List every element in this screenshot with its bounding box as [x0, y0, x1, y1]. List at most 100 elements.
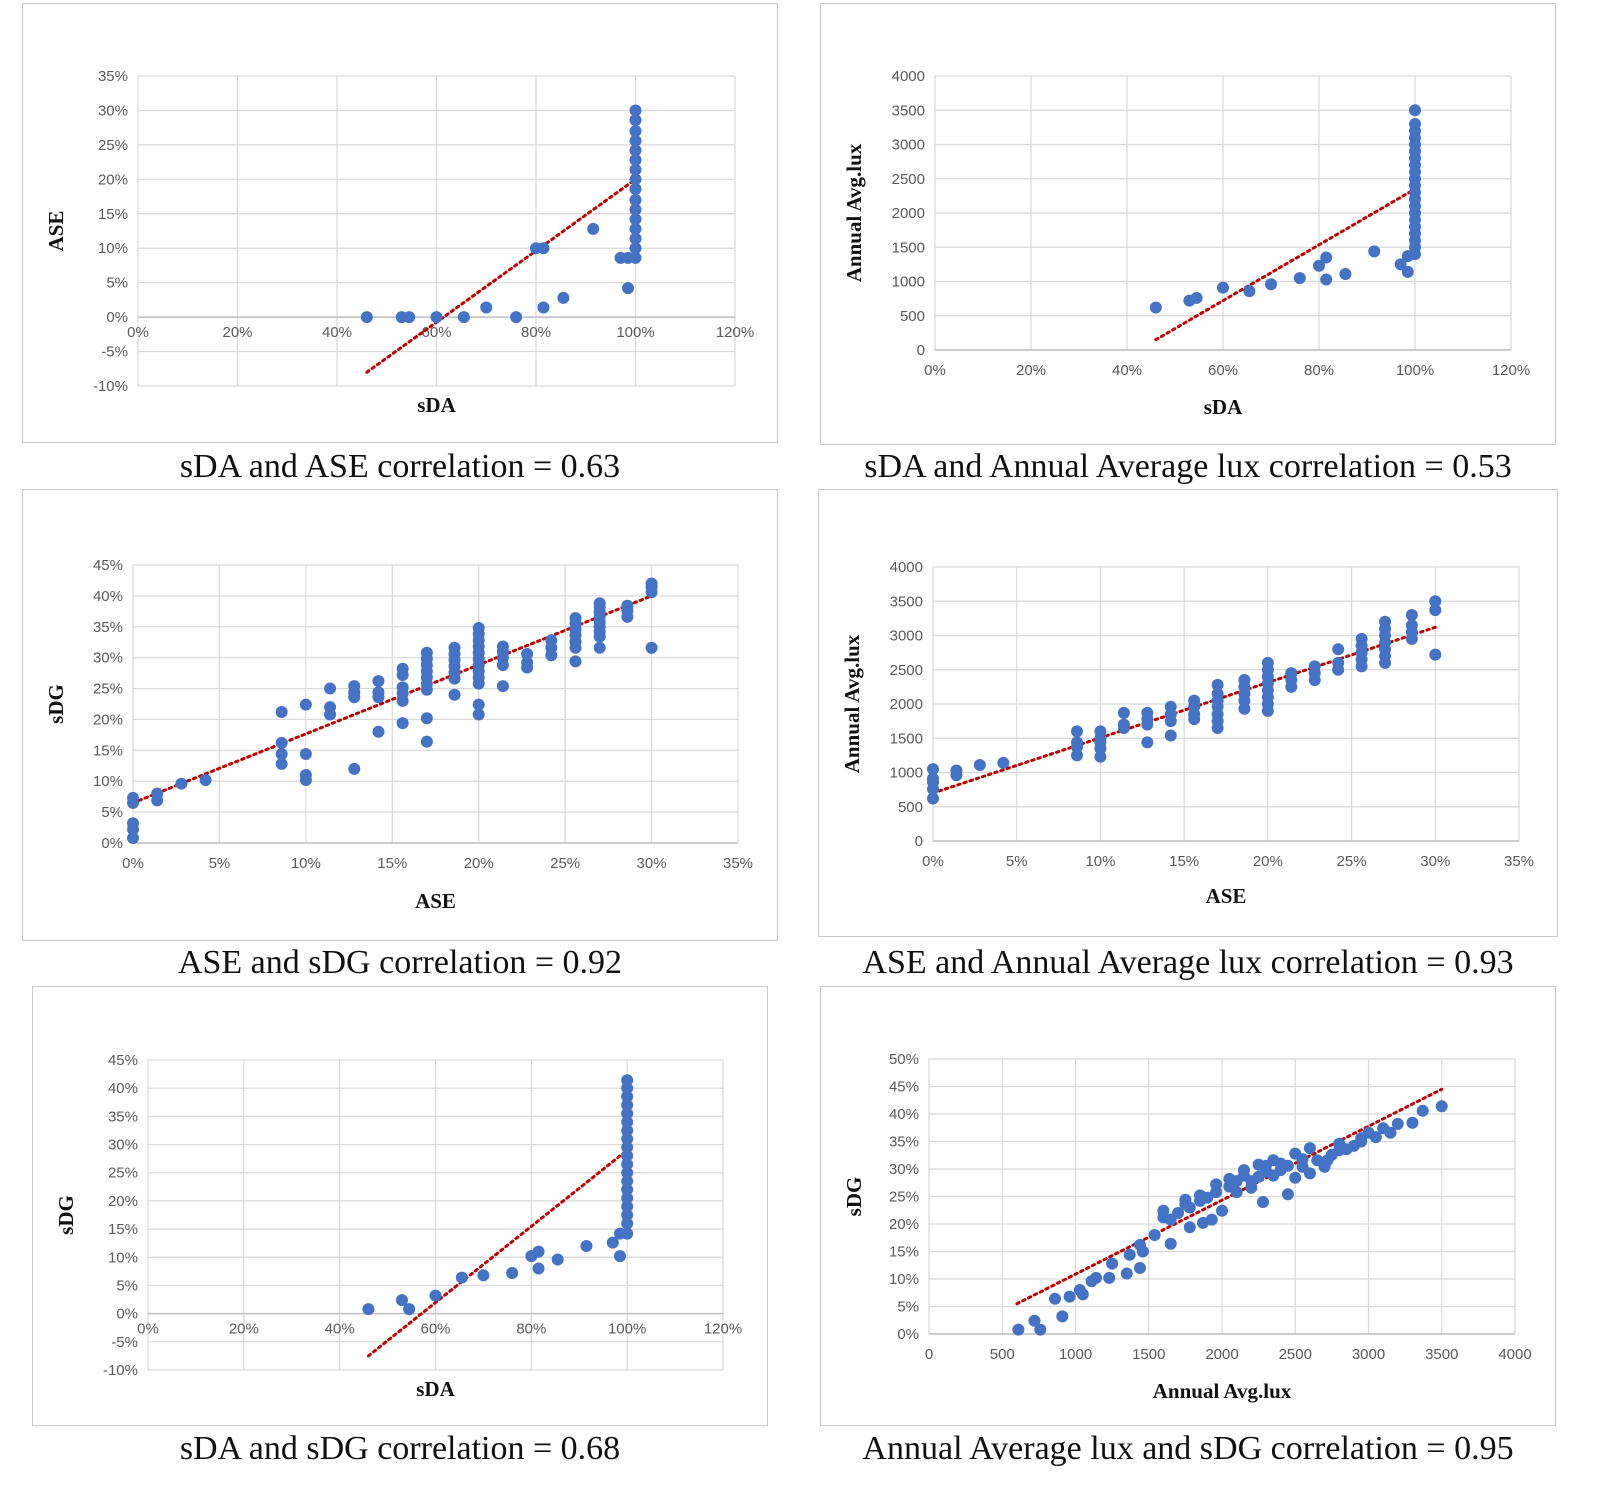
data-point [1103, 1271, 1116, 1284]
data-point [1332, 656, 1345, 669]
x-tick-label: 100% [1396, 362, 1434, 379]
data-point [1076, 1288, 1089, 1301]
x-tick-label: 0 [925, 1346, 933, 1363]
y-tick-label: 1000 [890, 765, 923, 782]
y-axis-title: sDG [44, 684, 68, 724]
data-point [199, 773, 212, 786]
y-axis-title: sDG [842, 1177, 866, 1217]
x-tick-label: 120% [704, 1321, 742, 1338]
data-point [621, 1158, 634, 1171]
y-tick-label: 15% [889, 1244, 919, 1261]
data-point [1136, 1245, 1149, 1258]
data-point [621, 1124, 634, 1137]
x-tick-label: 30% [637, 855, 667, 872]
data-point [621, 1192, 634, 1205]
data-point [621, 1074, 634, 1087]
x-axis-title: sDA [416, 1377, 455, 1401]
data-point [324, 701, 337, 714]
y-axis-title: ASE [44, 211, 68, 252]
data-point [1429, 648, 1442, 661]
trendline [131, 594, 654, 805]
y-tick-label: 25% [889, 1189, 919, 1206]
x-tick-label: 20% [229, 1321, 259, 1338]
data-point [1217, 281, 1229, 294]
x-tick-label: 35% [723, 855, 753, 872]
data-points [927, 595, 1442, 805]
data-point [1391, 1117, 1404, 1130]
data-point [1281, 1159, 1294, 1172]
x-tick-label: 120% [1492, 362, 1530, 379]
data-point [1063, 1290, 1076, 1303]
data-point [1261, 656, 1274, 669]
y-tick-label: 25% [108, 1165, 138, 1182]
y-tick-label: 30% [93, 650, 123, 667]
data-point [127, 817, 139, 830]
data-point [927, 763, 939, 776]
data-point [1211, 678, 1224, 691]
x-tick-label: 25% [550, 855, 580, 872]
gridlines [934, 75, 1512, 351]
caption-sda-sdg: sDA and sDG correlation = 0.68 [179, 1430, 621, 1467]
data-point [621, 1132, 634, 1145]
data-point [1117, 718, 1130, 731]
data-point [629, 134, 642, 147]
data-point [395, 1294, 408, 1307]
data-point [299, 698, 312, 711]
data-point [557, 291, 570, 304]
data-point [629, 213, 642, 226]
x-tick-label: 120% [716, 324, 754, 341]
data-point [621, 1099, 634, 1112]
data-point [1164, 700, 1177, 713]
y-tick-label: 15% [108, 1221, 138, 1238]
data-point [629, 242, 642, 255]
data-point [645, 577, 658, 590]
x-tick-label: 20% [222, 324, 252, 341]
data-point [1303, 1167, 1316, 1180]
y-tick-label: 2000 [890, 696, 923, 713]
data-point [629, 182, 642, 195]
x-tick-label: 4000 [1498, 1346, 1531, 1363]
data-point [621, 1116, 634, 1128]
data-point [1265, 278, 1277, 291]
y-tick-label: 0 [917, 342, 925, 359]
data-point [275, 757, 288, 770]
y-tick-label: 20% [93, 711, 123, 728]
y-tick-label: 40% [93, 588, 123, 605]
y-tick-label: 10% [98, 240, 128, 257]
data-point [1149, 301, 1162, 314]
y-tick-label: 2000 [892, 205, 925, 222]
y-tick-label: 25% [98, 137, 128, 154]
y-tick-label: 10% [889, 1271, 919, 1288]
data-point [645, 641, 658, 654]
y-axis-title: sDG [54, 1195, 78, 1235]
data-point [1012, 1323, 1025, 1336]
x-axis-title: ASE [1206, 884, 1247, 908]
x-tick-label: 60% [421, 324, 451, 341]
data-point [1216, 1204, 1228, 1217]
data-point [629, 203, 642, 216]
data-point [622, 282, 635, 295]
data-point [506, 1267, 519, 1280]
data-point [613, 1250, 626, 1263]
data-point [1368, 245, 1381, 258]
y-tick-label: 1500 [890, 730, 923, 747]
y-tick-label: 20% [108, 1193, 138, 1210]
data-point [1106, 1257, 1119, 1270]
data-point [1308, 660, 1321, 673]
chart-panel-ase-lux: 0 500 1000 1500 2000 2500 3000 3500 4000 0% 5% 10% 1… [818, 489, 1558, 937]
data-point [496, 680, 509, 693]
data-point [1355, 632, 1368, 645]
x-tick-label: 10% [291, 855, 321, 872]
data-point [569, 655, 582, 668]
data-point [521, 656, 534, 669]
data-point [1289, 1171, 1302, 1184]
scatter-chart-ase-sdg: 0% 5% 10% 15% 20% 25% 30% 35% 40% 45% 0% 5% 10% 15% 20… [44, 557, 753, 913]
y-tick-label: 0 [915, 833, 923, 850]
y-tick-label: 35% [98, 68, 128, 85]
data-point [299, 769, 312, 782]
data-point [1238, 674, 1251, 687]
data-points [127, 577, 658, 845]
data-point [275, 748, 288, 761]
chart-panel-lux-sdg: 0% 5% 10% 15% 20% 25% 30% 35% 40% 45% 50% 0 500 1000 1… [820, 986, 1556, 1426]
data-point [348, 762, 361, 775]
